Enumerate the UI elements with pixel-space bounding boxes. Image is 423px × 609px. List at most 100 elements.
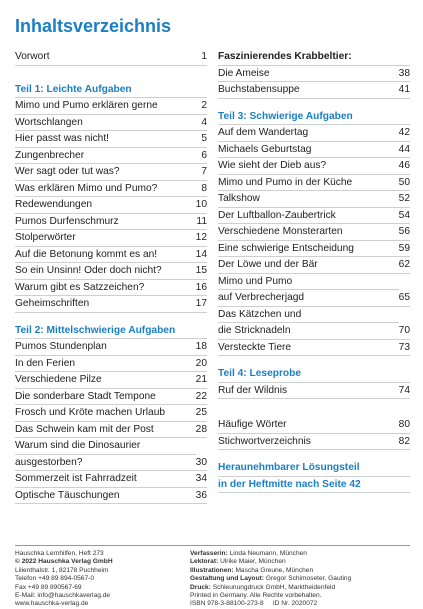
toc-entry: Frosch und Kröte machen Urlaub 25 bbox=[15, 405, 207, 422]
toc-entry: Sommerzeit ist Fahrradzeit 34 bbox=[15, 471, 207, 488]
page-number: 1 bbox=[201, 51, 207, 62]
entry-title: Auf die Betonung kommt es an! bbox=[15, 248, 158, 260]
toc-column: Faszinierendes Krabbeltier: Die Ameise 38 B… bbox=[218, 49, 410, 493]
toc-entry: Der Löwe und der Bär 62 bbox=[218, 257, 410, 274]
toc-entry: Michaels Geburtstag 44 bbox=[218, 142, 410, 158]
entry-title: Heraunehmbarer Lösungsteil in der Heftmit… bbox=[218, 460, 410, 492]
entry-title: In den Ferien bbox=[15, 357, 76, 369]
imprint-line: Gestaltung und Layout: Gregor Schimosete… bbox=[190, 575, 351, 583]
section-heading: Teil 1: Leichte Aufgaben bbox=[15, 83, 132, 95]
toc-entry: Teil 4: Leseprobe bbox=[218, 366, 410, 383]
toc-entry: Ruf der Wildnis 74 bbox=[218, 383, 410, 399]
entry-title: Geheimschriften bbox=[15, 298, 90, 309]
page-number: 74 bbox=[398, 384, 410, 396]
imprint-line: Hauschka Lernhilfen, Heft 273 bbox=[15, 550, 104, 557]
page-number: 42 bbox=[398, 127, 410, 138]
page-number: 50 bbox=[398, 176, 410, 188]
imprint-line: Lektorat: Ulrike Maier, München bbox=[190, 558, 351, 566]
page-number: 18 bbox=[195, 341, 207, 352]
entry-line: Mimo und Pumo bbox=[218, 274, 399, 290]
entry-title: Wortschlangen bbox=[15, 116, 83, 128]
entry-line: in der Heftmitte nach Seite 42 bbox=[218, 478, 361, 490]
entry-title: Wer sagt oder tut was? bbox=[15, 166, 120, 177]
imprint-line: Fax +49 89 890567-69 bbox=[15, 583, 82, 591]
entry-title: Was erklären Mimo und Pumo? bbox=[15, 182, 158, 194]
entry-title: Der Löwe und der Bär bbox=[218, 259, 318, 270]
imprint-line: Verfasserin: Linda Neumann, München bbox=[190, 550, 351, 558]
entry-title: Häufige Wörter bbox=[218, 419, 287, 430]
entry-title: Mimo und Pumo erklären gerne bbox=[15, 100, 158, 111]
page-number: 5 bbox=[201, 133, 207, 144]
toc-entry: In den Ferien 20 bbox=[15, 356, 207, 372]
page-number: 4 bbox=[201, 116, 207, 128]
entry-title: Das Schwein kam mit der Post bbox=[15, 423, 154, 435]
entry-title: Mimo und Pumo auf Verbrecherjagd bbox=[218, 274, 399, 306]
imprint-text: Mascha Greune, München bbox=[235, 566, 314, 574]
imprint-label: Verfasserin: bbox=[190, 550, 228, 557]
imprint-line: E-Mail: info@hauschkaverlag.de bbox=[15, 592, 111, 600]
entry-title: Warum gibt es Satzzeichen? bbox=[15, 281, 145, 293]
page-number: 17 bbox=[195, 298, 207, 309]
imprint-line: Lilienthalstr. 1, 82178 Puchheim bbox=[15, 566, 109, 574]
imprint-left: Hauschka Lernhilfen, Heft 273 © 2022 Haus… bbox=[15, 550, 113, 609]
toc-entry: Verschiedene Monsterarten 56 bbox=[218, 224, 410, 241]
section-heading: Teil 3: Schwierige Aufgaben bbox=[218, 110, 353, 122]
imprint: Hauschka Lernhilfen, Heft 273 © 2022 Haus… bbox=[15, 545, 410, 607]
toc-entry: Faszinierendes Krabbeltier: bbox=[218, 49, 410, 66]
page-number: 14 bbox=[195, 248, 207, 260]
entry-title: Frosch und Kröte machen Urlaub bbox=[15, 407, 166, 418]
imprint-label: Lektorat: bbox=[190, 558, 219, 566]
page-number: 41 bbox=[398, 84, 410, 95]
page-number: 44 bbox=[398, 143, 410, 155]
page-title: Inhaltsverzeichnis bbox=[15, 16, 172, 36]
entry-title: Das Kätzchen und die Stricknadeln bbox=[218, 307, 399, 339]
imprint-text: Gregor Schimoseter, Gauting bbox=[265, 575, 352, 583]
toc-entry: Die Ameise 38 bbox=[218, 66, 410, 82]
page-number: 36 bbox=[195, 489, 207, 501]
toc-entry: Heraunehmbarer Lösungsteil in der Heftmit… bbox=[218, 460, 410, 493]
entry-title: Pumos Stundenplan bbox=[15, 341, 107, 352]
toc-entry: Die sonderbare Stadt Tempone 22 bbox=[15, 389, 207, 405]
toc-entry: Verschiedene Pilze 21 bbox=[15, 372, 207, 389]
entry-title: Versteckte Tiere bbox=[218, 341, 292, 353]
page-number: 73 bbox=[398, 341, 410, 353]
toc-entry: Wortschlangen 4 bbox=[15, 115, 207, 131]
section-heading: Teil 2: Mittelschwierige Aufgaben bbox=[15, 324, 176, 336]
toc-entry: Talkshow 52 bbox=[218, 191, 410, 208]
toc-column: Vorwort 1 Teil 1: Leichte Aufgaben Mimo und… bbox=[15, 49, 207, 504]
entry-title: Optische Täuschungen bbox=[15, 489, 120, 501]
toc-entry: Zungenbrecher 6 bbox=[15, 148, 207, 164]
page-number: 38 bbox=[398, 67, 410, 79]
imprint-text: Schleunungdruck GmbH, Marktheidenfeld bbox=[212, 583, 336, 591]
toc-entry: Geheimschriften 17 bbox=[15, 296, 207, 313]
toc-entry: Warum gibt es Satzzeichen? 16 bbox=[15, 280, 207, 296]
entry-title: Die Ameise bbox=[218, 67, 270, 79]
entry-title: Auf dem Wandertag bbox=[218, 127, 309, 138]
entry-title: Hier passt was nicht! bbox=[15, 133, 109, 144]
imprint-text: Linda Neumann, München bbox=[229, 550, 307, 557]
toc-entry: Was erklären Mimo und Pumo? 8 bbox=[15, 181, 207, 197]
entry-title: Michaels Geburtstag bbox=[218, 143, 312, 155]
imprint-label: Druck: bbox=[190, 583, 211, 591]
imprint-line: Printed in Germany. Alle Rechte vorbehal… bbox=[190, 592, 351, 600]
page-number: 70 bbox=[398, 325, 410, 336]
toc-entry: Auf die Betonung kommt es an! 14 bbox=[15, 247, 207, 263]
entry-title: Verschiedene Monsterarten bbox=[218, 226, 343, 237]
entry-title: Mimo und Pumo in der Küche bbox=[218, 176, 353, 188]
toc-entry: Redewendungen 10 bbox=[15, 197, 207, 214]
toc-entry: Pumos Durfenschmurz 11 bbox=[15, 214, 207, 230]
entry-title: Redewendungen bbox=[15, 199, 93, 210]
page-number: 54 bbox=[398, 209, 410, 221]
page-number: 20 bbox=[195, 357, 207, 369]
entry-title: Zungenbrecher bbox=[15, 149, 85, 161]
toc-entry: Teil 1: Leichte Aufgaben bbox=[15, 82, 207, 98]
entry-title: Faszinierendes Krabbeltier: bbox=[218, 51, 352, 62]
imprint-label: Gestaltung und Layout: bbox=[190, 575, 264, 583]
page-number: 46 bbox=[398, 160, 410, 171]
toc-entry: Hier passt was nicht! 5 bbox=[15, 131, 207, 148]
page-number: 12 bbox=[195, 232, 207, 243]
entry-title: Stichwortverzeichnis bbox=[218, 435, 311, 447]
page-number: 11 bbox=[196, 215, 207, 227]
entry-title: Verschiedene Pilze bbox=[15, 374, 102, 385]
page-number: 59 bbox=[398, 242, 410, 254]
